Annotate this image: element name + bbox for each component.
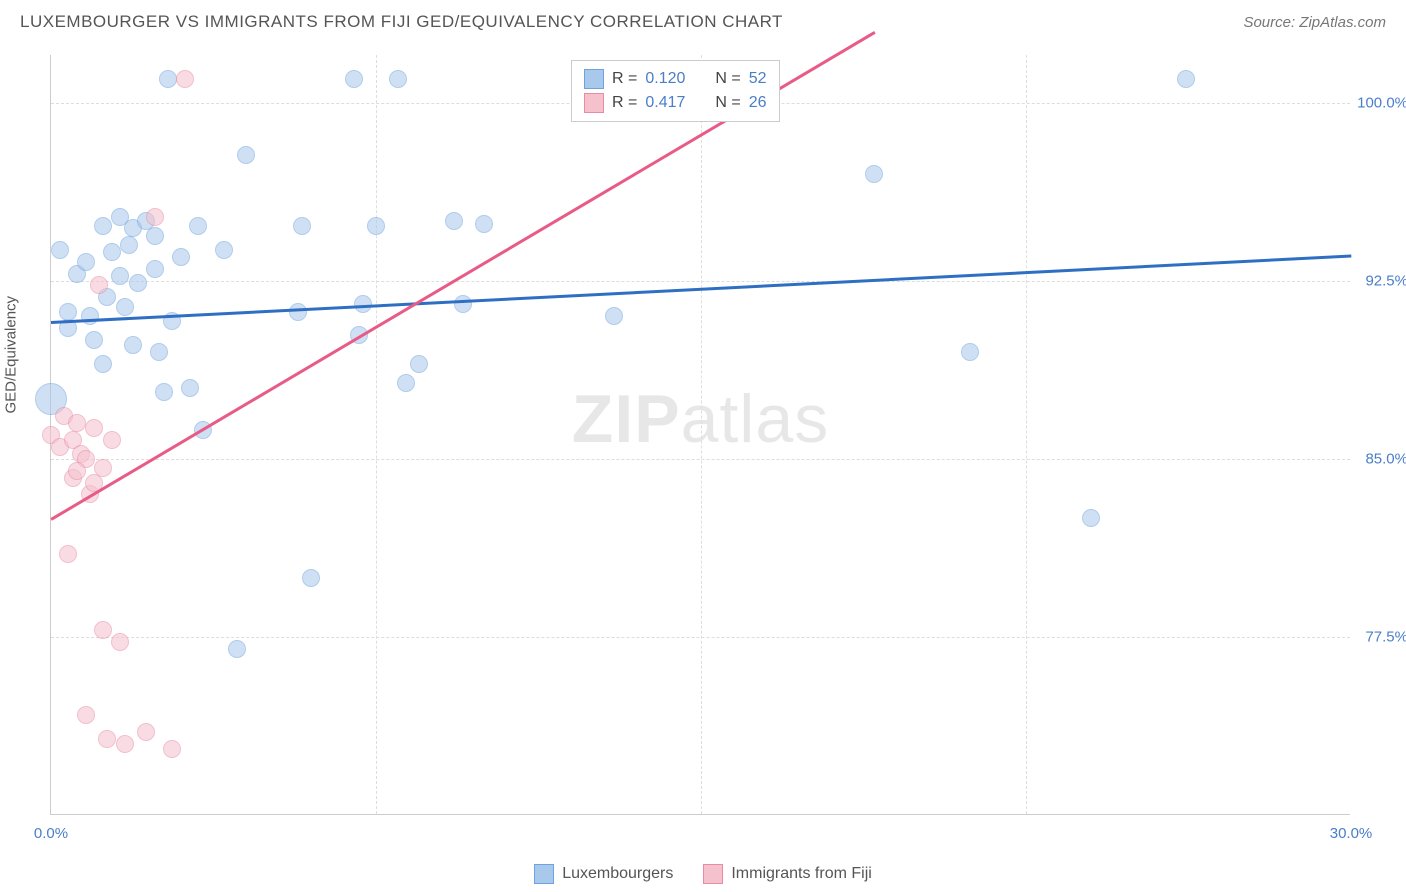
data-point	[103, 243, 121, 261]
y-tick-label: 92.5%	[1365, 272, 1406, 289]
data-point	[181, 379, 199, 397]
data-point	[146, 227, 164, 245]
data-point	[293, 217, 311, 235]
data-point	[98, 730, 116, 748]
legend-swatch	[584, 69, 604, 89]
data-point	[961, 343, 979, 361]
legend-row: R = 0.120 N = 52	[584, 67, 767, 91]
data-point	[68, 462, 86, 480]
data-point	[189, 217, 207, 235]
scatter-chart: GED/Equivalency ZIPatlas R =0.120N =52R …	[50, 55, 1350, 815]
data-point	[116, 735, 134, 753]
y-axis-label: GED/Equivalency	[3, 295, 20, 413]
data-point	[389, 70, 407, 88]
data-point	[116, 298, 134, 316]
data-point	[111, 633, 129, 651]
series-legend: Luxembourgers Immigrants from Fiji	[0, 864, 1406, 884]
x-tick-label: 30.0%	[1330, 825, 1373, 842]
vgridline	[1026, 55, 1027, 814]
data-point	[865, 165, 883, 183]
vgridline	[701, 55, 702, 814]
data-point	[85, 419, 103, 437]
data-point	[68, 414, 86, 432]
data-point	[172, 248, 190, 266]
data-point	[345, 70, 363, 88]
data-point	[445, 212, 463, 230]
correlation-legend: R = 0.120 N = 52 R = 0.417 N = 26	[571, 60, 780, 122]
data-point	[1177, 70, 1195, 88]
data-point	[159, 70, 177, 88]
data-point	[1082, 509, 1100, 527]
legend-swatch	[703, 864, 723, 884]
legend-r-value: 0.417	[645, 94, 685, 112]
data-point	[94, 355, 112, 373]
data-point	[59, 545, 77, 563]
data-point	[90, 276, 108, 294]
legend-n-label: N =	[715, 94, 740, 112]
data-point	[81, 307, 99, 325]
data-point	[124, 336, 142, 354]
data-point	[77, 253, 95, 271]
legend-r-label: R =	[612, 70, 637, 88]
data-point	[215, 241, 233, 259]
data-point	[146, 260, 164, 278]
data-point	[94, 459, 112, 477]
data-point	[454, 295, 472, 313]
vgridline	[376, 55, 377, 814]
data-point	[163, 740, 181, 758]
data-point	[228, 640, 246, 658]
data-point	[111, 267, 129, 285]
data-point	[51, 241, 69, 259]
data-point	[59, 303, 77, 321]
data-point	[367, 217, 385, 235]
legend-r-value: 0.120	[645, 70, 685, 88]
data-point	[120, 236, 138, 254]
y-tick-label: 100.0%	[1357, 94, 1406, 111]
data-point	[302, 569, 320, 587]
legend-r-label: R =	[612, 94, 637, 112]
data-point	[103, 431, 121, 449]
data-point	[85, 331, 103, 349]
legend-swatch	[534, 864, 554, 884]
data-point	[129, 274, 147, 292]
chart-title: LUXEMBOURGER VS IMMIGRANTS FROM FIJI GED…	[20, 12, 783, 32]
legend-row: R = 0.417 N = 26	[584, 91, 767, 115]
legend-n-value: 52	[749, 70, 767, 88]
data-point	[176, 70, 194, 88]
data-point	[605, 307, 623, 325]
data-point	[94, 621, 112, 639]
legend-item: Immigrants from Fiji	[703, 864, 871, 884]
chart-header: LUXEMBOURGER VS IMMIGRANTS FROM FIJI GED…	[0, 0, 1406, 40]
data-point	[289, 303, 307, 321]
data-point	[137, 723, 155, 741]
data-point	[77, 706, 95, 724]
legend-n-label: N =	[715, 70, 740, 88]
data-point	[475, 215, 493, 233]
y-tick-label: 77.5%	[1365, 628, 1406, 645]
legend-swatch	[584, 93, 604, 113]
legend-label: Immigrants from Fiji	[731, 865, 871, 883]
legend-item: Luxembourgers	[534, 864, 673, 884]
legend-label: Luxembourgers	[562, 865, 673, 883]
source-attribution: Source: ZipAtlas.com	[1243, 14, 1386, 31]
data-point	[94, 217, 112, 235]
legend-n-value: 26	[749, 94, 767, 112]
x-tick-label: 0.0%	[34, 825, 68, 842]
y-tick-label: 85.0%	[1365, 450, 1406, 467]
data-point	[397, 374, 415, 392]
watermark-bold: ZIP	[572, 381, 681, 457]
data-point	[410, 355, 428, 373]
data-point	[237, 146, 255, 164]
data-point	[155, 383, 173, 401]
watermark-rest: atlas	[681, 381, 830, 457]
data-point	[150, 343, 168, 361]
data-point	[146, 208, 164, 226]
